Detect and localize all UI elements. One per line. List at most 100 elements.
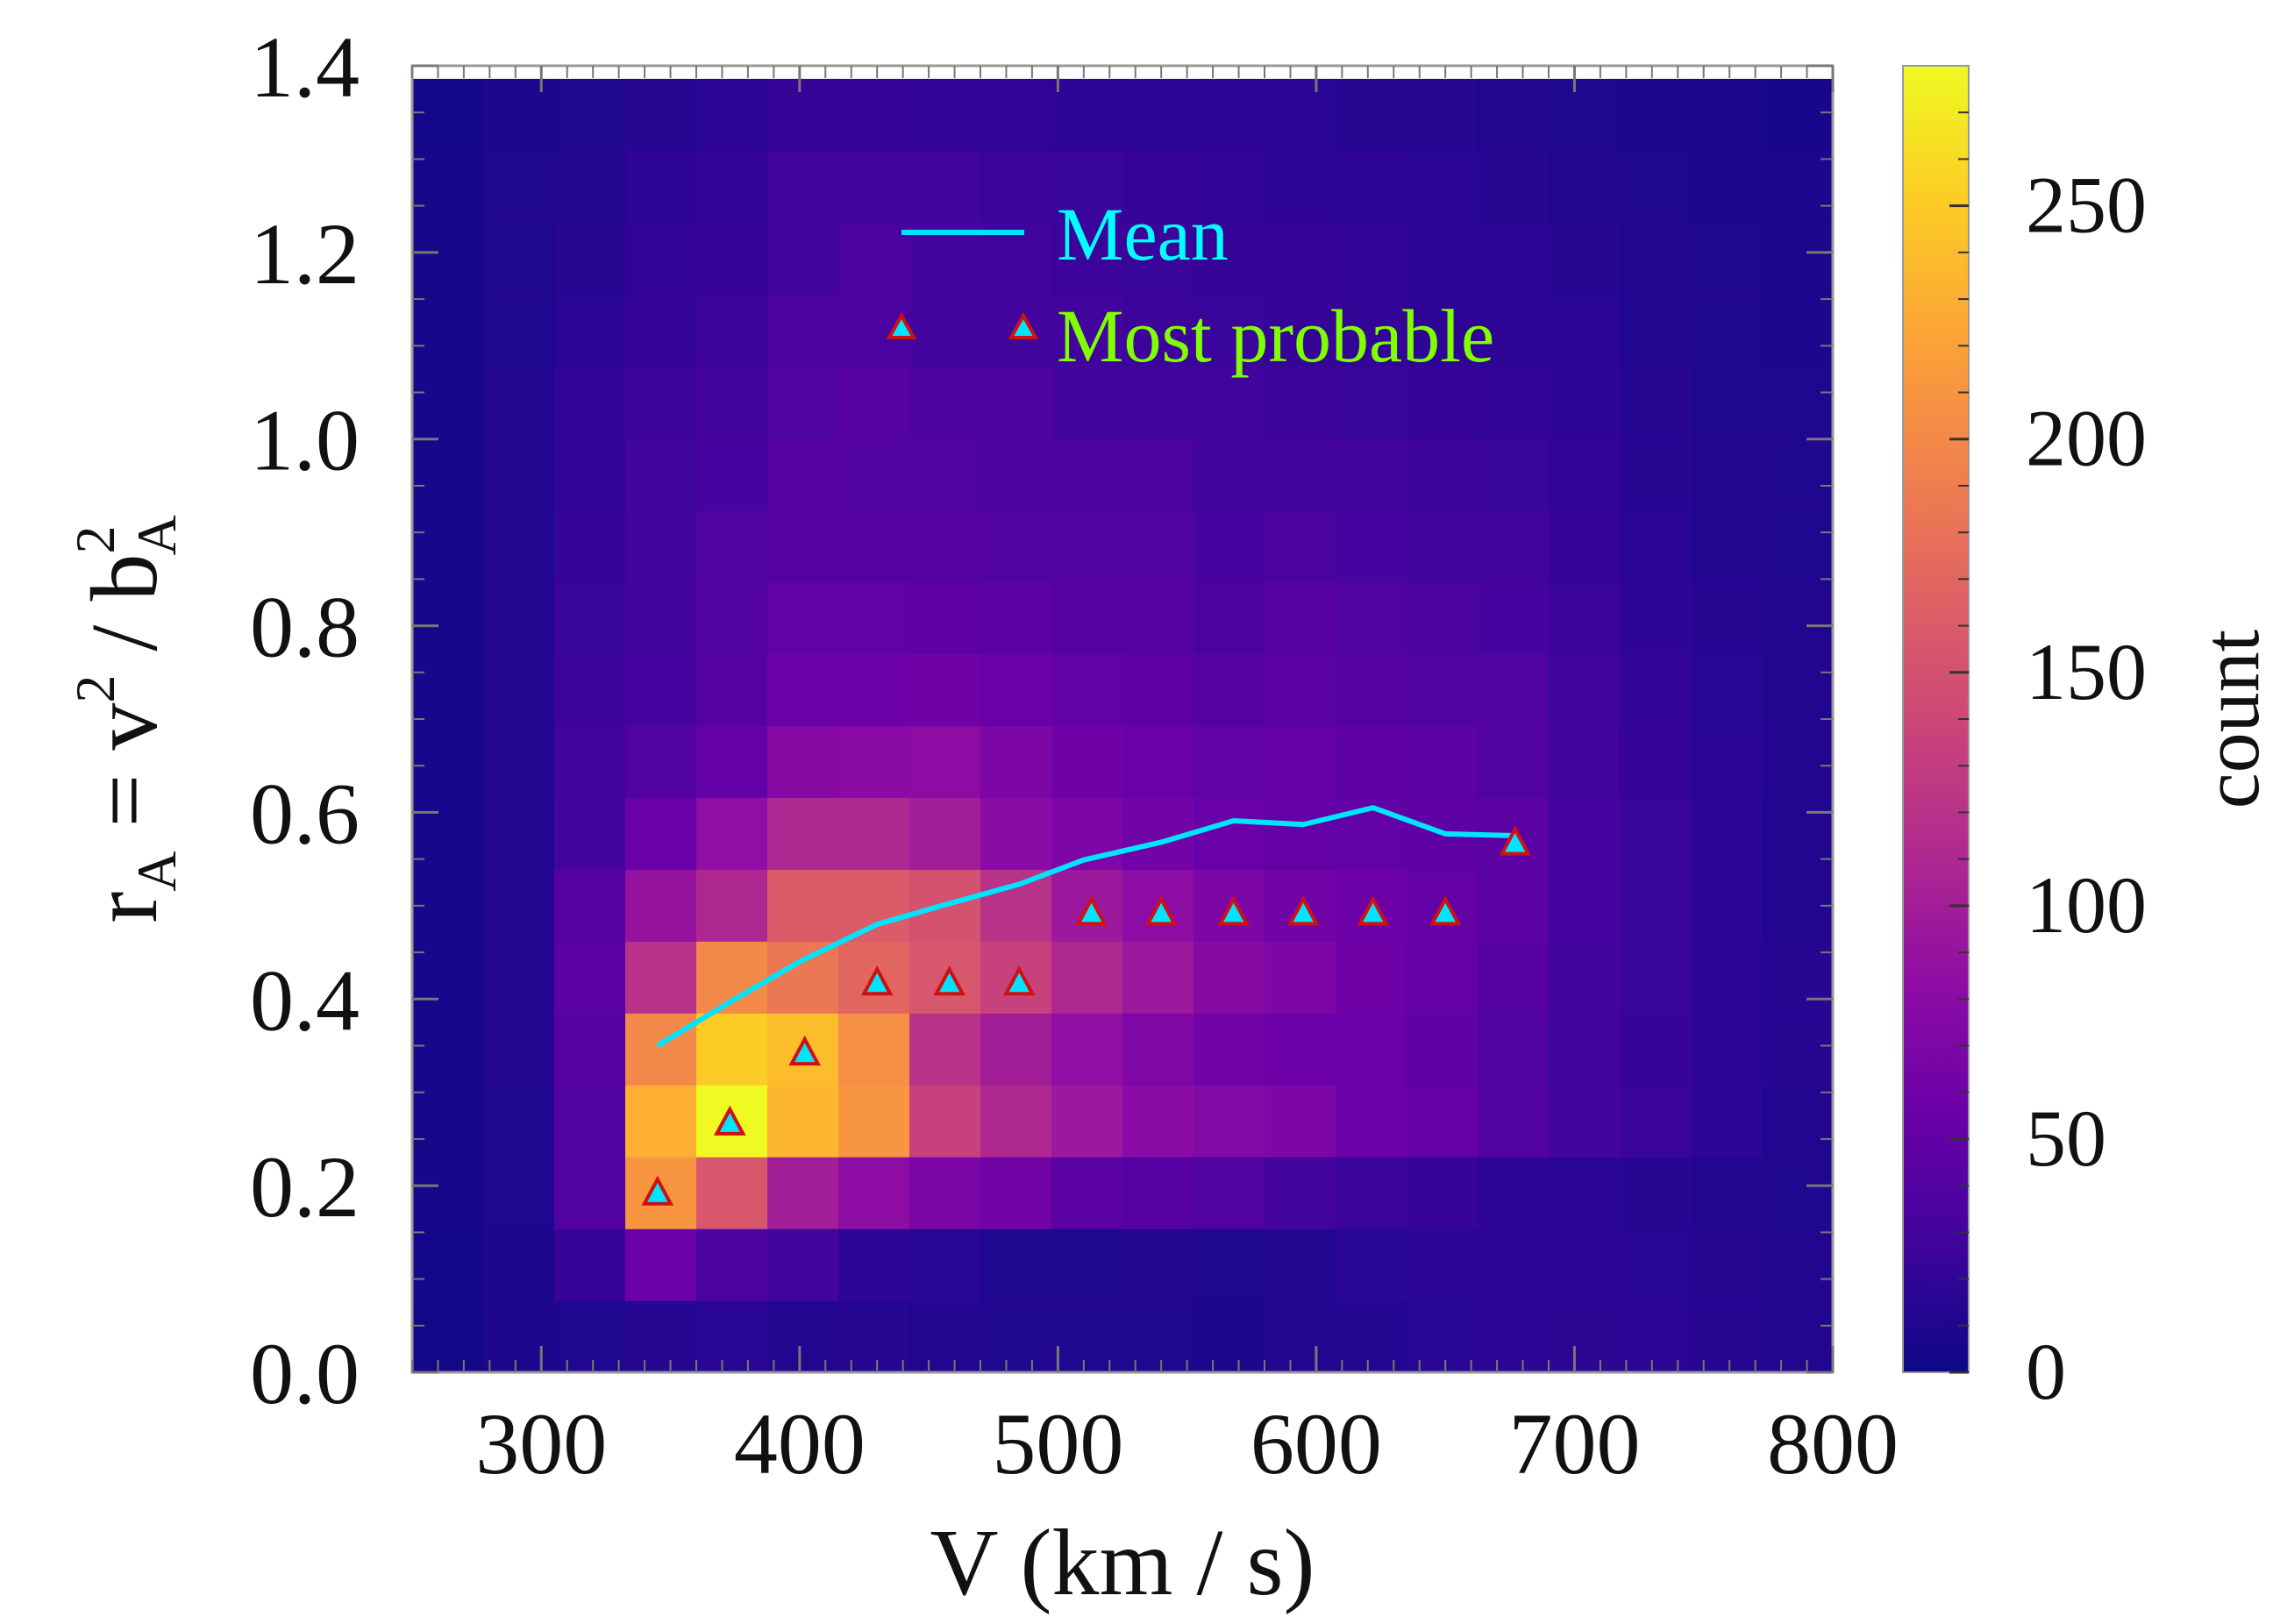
heatmap-cell (1691, 653, 1763, 727)
most-probable-marker (788, 1035, 822, 1066)
heatmap-cell (1762, 797, 1833, 870)
heatmap-cell (625, 509, 697, 583)
heatmap-cell (838, 1229, 910, 1301)
heatmap-cell (412, 438, 484, 511)
heatmap-cell (1265, 1013, 1336, 1086)
heatmap-cell (1478, 1229, 1550, 1301)
heatmap-cell (554, 1013, 626, 1086)
heatmap-cell (625, 1085, 697, 1157)
x-tick-label: 500 (992, 1395, 1123, 1492)
heatmap-cell (767, 941, 839, 1014)
heatmap-cell (625, 222, 697, 296)
heatmap-cell (767, 1085, 839, 1157)
heatmap-cell (1194, 78, 1265, 152)
y-axis-tick-labels: 0.0 0.2 0.4 0.6 0.8 1.0 1.2 1.4 (250, 18, 360, 1422)
heatmap-cell (1691, 509, 1763, 583)
heatmap-cell (483, 941, 555, 1014)
heatmap-cell (1762, 150, 1833, 224)
colorbar-tick-label: 0 (2026, 1327, 2066, 1416)
heatmap-cell (909, 725, 981, 798)
heatmap-cell (554, 78, 626, 152)
heatmap-cell (980, 1085, 1052, 1157)
heatmap-cell (625, 1229, 697, 1301)
heatmap-cell (1122, 581, 1194, 655)
most-probable-marker (1217, 895, 1250, 926)
heatmap-cell (1407, 438, 1479, 511)
heatmap-cell (412, 1013, 484, 1086)
heatmap-cell (1549, 150, 1621, 224)
heatmap-cell (1122, 509, 1194, 583)
heatmap-cell (1265, 1157, 1336, 1229)
heatmap-cell (909, 509, 981, 583)
heatmap-cell (1122, 1300, 1194, 1372)
heatmap-cell (1478, 1157, 1550, 1229)
heatmap-cell (1265, 797, 1336, 870)
heatmap-cell (1407, 1229, 1479, 1301)
heatmap-cell (1549, 438, 1621, 511)
heatmap-cell (696, 1300, 768, 1372)
heatmap-cell (696, 581, 768, 655)
heatmap-cell (1336, 581, 1407, 655)
heatmap-cell (1620, 366, 1692, 439)
heatmap-cell (1265, 438, 1336, 511)
heatmap-cell (1336, 294, 1407, 367)
heatmap-cell (1265, 78, 1336, 152)
heatmap-cell (554, 797, 626, 870)
heatmap-cell (909, 150, 981, 224)
heatmap-cell (1478, 1013, 1550, 1086)
heatmap-cell (1336, 1013, 1407, 1086)
heatmap-cell (1549, 1085, 1621, 1157)
heatmap-cell (838, 1157, 910, 1229)
heatmap-cell (1194, 1229, 1265, 1301)
heatmap-cell (980, 581, 1052, 655)
heatmap-cell (1336, 1229, 1407, 1301)
most-probable-marker (860, 965, 894, 996)
heatmap-cell (1336, 438, 1407, 511)
heatmap-cell (483, 150, 555, 224)
heatmap-cell (1762, 581, 1833, 655)
heatmap-cell (767, 438, 839, 511)
heatmap-cell (909, 438, 981, 511)
heatmap-cell (1549, 1300, 1621, 1372)
x-tick-label: 800 (1767, 1395, 1899, 1492)
heatmap-cell (1265, 509, 1336, 583)
heatmap-cell (838, 1085, 910, 1157)
heatmap-cell (1691, 1229, 1763, 1301)
heatmap-cell (1691, 941, 1763, 1014)
heatmap-cell (1122, 1085, 1194, 1157)
heatmap-cell (1265, 366, 1336, 439)
heatmap-cell (625, 653, 697, 727)
heatmap-cell (1549, 1157, 1621, 1229)
heatmap-cell (1691, 869, 1763, 942)
heatmap-cell (838, 509, 910, 583)
heatmap-cell (1265, 581, 1336, 655)
heatmap-cell (838, 581, 910, 655)
y-tick-label: 1.4 (250, 18, 360, 116)
most-probable-marker (1357, 895, 1390, 926)
heatmap-cell (1762, 366, 1833, 439)
heatmap-cell (838, 869, 910, 942)
heatmap-cell (1549, 222, 1621, 296)
heatmap-cell (1122, 941, 1194, 1014)
heatmap-cell (838, 1300, 910, 1372)
heatmap-cell (1265, 1300, 1336, 1372)
y-tick-label: 0.0 (250, 1325, 360, 1422)
heatmap-cell (1194, 294, 1265, 367)
heatmap-cell (625, 869, 697, 942)
heatmap-cell (909, 581, 981, 655)
heatmap-cell (554, 150, 626, 224)
heatmap-cell (1051, 150, 1123, 224)
heatmap-cell (767, 150, 839, 224)
heatmap-cell (980, 797, 1052, 870)
heatmap-cell (1194, 725, 1265, 798)
heatmap-cell (1194, 1157, 1265, 1229)
heatmap-cell (1478, 1300, 1550, 1372)
most-probable-marker (641, 1175, 674, 1206)
colorbar: 0 50 100 150 200 250 count (1902, 65, 2273, 1416)
heatmap-cell (554, 438, 626, 511)
heatmap-cell (1549, 941, 1621, 1014)
heatmap-cell (1407, 509, 1479, 583)
legend-most-probable-label: Most probable (1057, 294, 1494, 378)
heatmap-cell (1762, 653, 1833, 727)
heatmap-cell (625, 78, 697, 152)
